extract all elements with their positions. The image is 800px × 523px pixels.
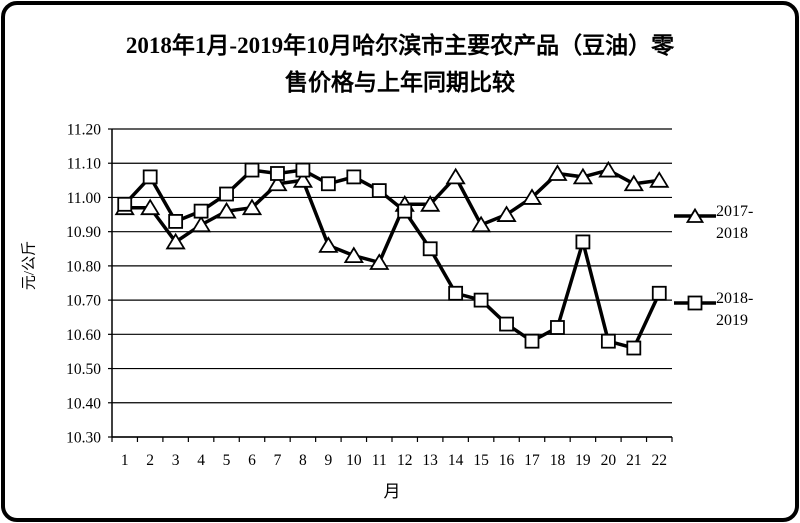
square-marker <box>600 333 616 349</box>
square-marker <box>422 241 438 257</box>
triangle-marker <box>292 171 314 188</box>
triangle-series-legend-icon <box>674 207 716 223</box>
x-tick-label: 4 <box>197 452 205 469</box>
x-tick-label: 14 <box>448 452 464 469</box>
legend-label-2017-2018: 2017-2018 <box>716 203 754 242</box>
x-tick-label: 20 <box>601 452 617 469</box>
x-tick-label: 16 <box>499 452 515 469</box>
square-marker <box>193 203 209 219</box>
x-tick-label: 22 <box>652 452 668 469</box>
square-marker <box>320 176 336 192</box>
x-tick-label: 21 <box>626 452 642 469</box>
square-marker <box>371 183 387 199</box>
x-tick-label: 6 <box>248 452 256 469</box>
triangle-marker <box>318 236 339 253</box>
y-tick-label: 10.40 <box>66 395 101 412</box>
legend-item-2018-2019: 2018-2019 <box>674 288 796 332</box>
x-axis-title: 月 <box>383 482 401 501</box>
legend-label-2018-2019: 2018-2019 <box>716 290 754 329</box>
triangle-marker <box>547 164 568 181</box>
chart-title: 2018年1月-2019年10月哈尔滨市主要农产品（豆油）零 售价格与上年同期比… <box>40 27 760 101</box>
square-marker <box>295 162 311 178</box>
triangle-marker <box>420 195 441 212</box>
square-marker <box>575 234 591 250</box>
x-tick-label: 17 <box>524 452 540 469</box>
triangle-marker <box>572 167 594 185</box>
square-marker <box>117 196 133 212</box>
x-tick-label: 12 <box>397 452 413 469</box>
square-marker <box>448 285 464 301</box>
y-tick-label: 11.10 <box>67 156 102 173</box>
square-marker <box>270 166 285 181</box>
triangle-marker <box>623 174 644 192</box>
triangle-marker <box>521 188 543 205</box>
triangle-marker <box>598 160 619 178</box>
series-line-2018-2019 <box>123 168 661 351</box>
triangle-marker <box>445 167 466 185</box>
y-tick-label: 10.70 <box>66 293 101 310</box>
triangle-marker <box>470 215 492 233</box>
y-tick-label: 10.90 <box>66 224 101 241</box>
x-tick-label: 5 <box>223 452 231 469</box>
square-marker <box>168 213 184 229</box>
triangle-marker <box>241 198 263 216</box>
square-marker <box>473 292 489 308</box>
square-marker <box>219 186 234 202</box>
triangle-marker <box>140 198 161 216</box>
legend: 2017-2018 2018-2019 <box>674 201 796 375</box>
triangle-marker <box>369 253 390 270</box>
triangle-marker <box>190 215 212 233</box>
square-marker <box>550 320 565 335</box>
triangle-marker <box>216 201 237 219</box>
square-marker <box>244 162 260 178</box>
square-marker <box>499 316 514 332</box>
x-tick-label: 18 <box>550 452 566 469</box>
x-tick-label: 9 <box>324 452 332 469</box>
y-tick-label: 10.60 <box>66 327 101 344</box>
square-series-legend-icon <box>674 295 716 311</box>
x-tick-label: 11 <box>372 452 387 469</box>
square-marker <box>626 340 642 356</box>
y-tick-label: 11.00 <box>67 190 102 207</box>
x-tick-label: 10 <box>346 452 362 469</box>
square-marker <box>142 169 158 185</box>
legend-item-2017-2018: 2017-2018 <box>674 201 796 245</box>
y-tick-label: 10.50 <box>66 361 101 378</box>
square-marker <box>524 333 540 349</box>
triangle-marker <box>343 246 364 264</box>
x-tick-label: 3 <box>172 452 180 469</box>
x-tick-label: 1 <box>121 452 129 469</box>
triangle-marker <box>496 205 517 222</box>
square-marker <box>397 203 413 219</box>
square-marker <box>346 169 362 185</box>
x-tick-label: 2 <box>146 452 154 469</box>
x-tick-label: 8 <box>299 452 307 469</box>
square-marker <box>651 285 667 301</box>
x-tick-label: 15 <box>473 452 489 469</box>
x-tick-label: 13 <box>422 452 438 469</box>
x-tick-label: 7 <box>274 452 282 469</box>
x-tick-label: 19 <box>575 452 591 469</box>
chart-title-line-2: 售价格与上年同期比较 <box>285 70 515 95</box>
triangle-marker <box>649 171 670 188</box>
chart-title-line-1: 2018年1月-2019年10月哈尔滨市主要农产品（豆油）零 <box>125 33 675 58</box>
triangle-marker <box>165 232 186 250</box>
y-tick-label: 10.80 <box>66 258 101 275</box>
y-tick-label: 10.30 <box>66 430 101 447</box>
y-tick-label: 11.20 <box>67 122 102 139</box>
series-line-2017-2018 <box>124 168 660 265</box>
triangle-marker <box>267 174 288 192</box>
